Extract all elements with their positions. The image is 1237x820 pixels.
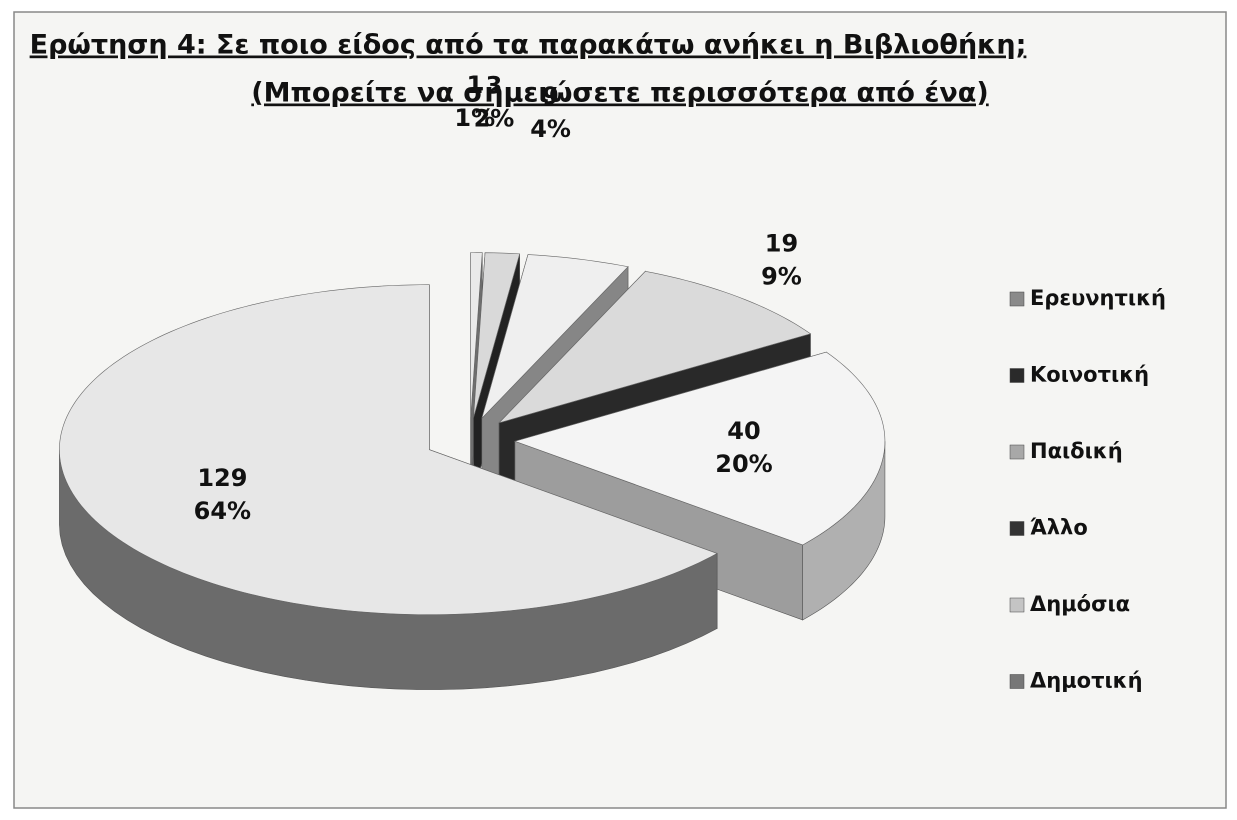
legend-swatch [1009, 291, 1025, 307]
data-label-value: 9 [542, 82, 559, 110]
slice-top [59, 284, 718, 615]
data-label-value: 40 [727, 417, 760, 445]
legend-label: Ερευνητική [1030, 286, 1166, 310]
slice-top [513, 351, 886, 546]
data-label-percent: 1% [454, 104, 495, 132]
legend-label: Άλλο [1030, 516, 1088, 540]
legend-label: Δημόσια [1030, 592, 1130, 616]
legend-swatch [1009, 368, 1025, 383]
data-label-percent: 9% [761, 262, 802, 290]
legend-label: Δημοτική [1030, 669, 1143, 693]
slice-top [473, 252, 521, 418]
legend-swatch [1009, 521, 1025, 536]
slice-top [470, 252, 483, 418]
data-label-value: 19 [765, 229, 798, 257]
legend: Ερευνητική Κοινοτική Παιδική Άλλο Δημόσια Δημ… [1009, 286, 1166, 693]
legend-label: Κοινοτική [1030, 363, 1149, 387]
data-label-percent: 20% [715, 450, 772, 478]
data-label-percent: 2% [474, 105, 515, 133]
data-label-value: 129 [197, 464, 247, 492]
legend-swatch [1009, 444, 1025, 460]
chart-title: Ερώτηση 4: Σε ποιο είδος από τα παρακάτω… [30, 30, 1027, 61]
legend-swatch [1009, 597, 1025, 613]
data-label-percent: 64% [194, 497, 251, 525]
data-label-value: 3 [486, 72, 503, 100]
chart-subtitle: (Μπορείτε να σημειώσετε περισσότερα από … [251, 78, 988, 109]
pie: 1 1% 3 2% 9 4% 19 9% 40 20% 129 64% [59, 71, 886, 690]
legend-label: Παιδική [1030, 439, 1123, 463]
slice-top [498, 270, 812, 424]
data-label-percent: 4% [530, 115, 571, 143]
legend-swatch [1009, 674, 1025, 689]
data-label-value: 1 [466, 71, 483, 99]
slice-top [481, 254, 629, 419]
